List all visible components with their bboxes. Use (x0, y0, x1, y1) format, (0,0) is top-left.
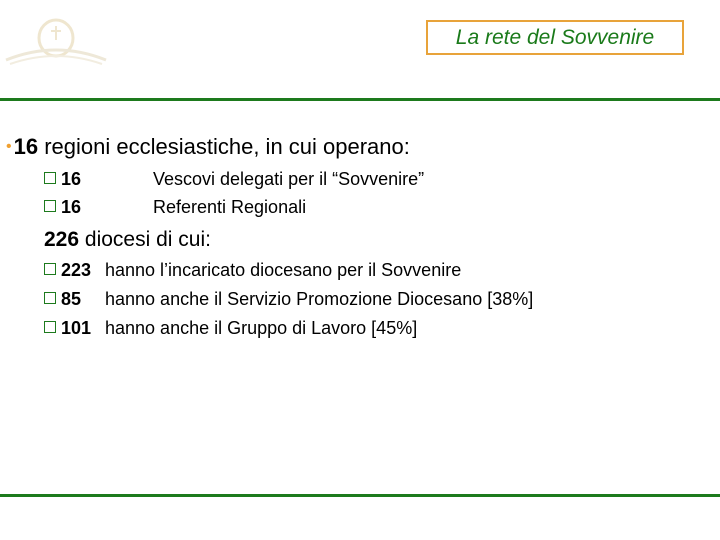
list-item: 223 hanno l’incaricato diocesano per il S… (44, 260, 461, 281)
regioni-number: 16 (13, 134, 39, 159)
bottom-divider (0, 494, 720, 497)
item-number: 101 (61, 318, 92, 338)
regioni-text: regioni ecclesiastiche, in cui operano: (44, 134, 410, 159)
logo (5, 18, 107, 65)
item-text: Vescovi delegati per il “Sovvenire” (153, 169, 425, 189)
diocesi-number: 226 (44, 228, 80, 251)
item-number: 223 (61, 260, 92, 280)
item-text: hanno anche il Servizio Promozione Dioce… (105, 289, 534, 309)
checkbox-bullet-icon (44, 292, 56, 304)
checkbox-bullet-icon (44, 200, 56, 212)
checkbox-bullet-icon (44, 263, 56, 275)
checkbox-bullet-icon (44, 172, 56, 184)
top-divider (0, 98, 720, 101)
regioni-line: •16 regioni ecclesiastiche, in cui opera… (6, 134, 410, 160)
item-text: hanno l’incaricato diocesano per il Sovv… (105, 260, 462, 280)
item-number: 16 (61, 169, 82, 189)
bullet-icon: • (6, 138, 12, 155)
list-item: 85 hanno anche il Servizio Promozione Dio… (44, 289, 533, 310)
item-text: Referenti Regionali (153, 197, 307, 217)
item-number: 85 (61, 289, 82, 309)
diocesi-text: diocesi di cui: (84, 228, 211, 251)
slide-title: La rete del Sovvenire (455, 25, 655, 49)
list-item: 16 Referenti Regionali (44, 197, 306, 218)
item-number: 16 (61, 197, 82, 217)
list-item: 101 hanno anche il Gruppo di Lavoro [45%] (44, 318, 417, 339)
diocesi-line: 226 diocesi di cui: (44, 228, 211, 252)
slide-title-box: La rete del Sovvenire (426, 20, 684, 55)
item-text: hanno anche il Gruppo di Lavoro [45%] (105, 318, 418, 338)
list-item: 16 Vescovi delegati per il “Sovvenire” (44, 169, 424, 190)
checkbox-bullet-icon (44, 321, 56, 333)
